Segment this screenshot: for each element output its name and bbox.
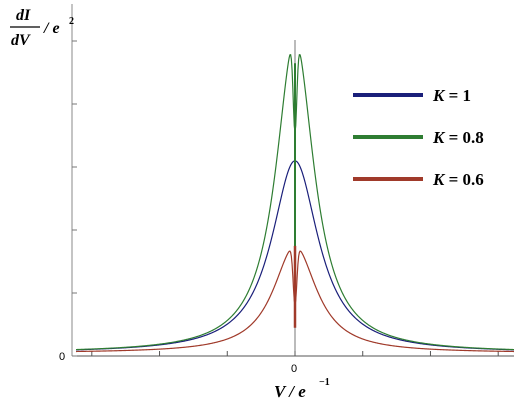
axis-ticks	[72, 40, 499, 357]
legend-label-k06: K = 0.6	[432, 170, 484, 189]
curves	[75, 53, 514, 353]
legend-label-k1: K = 1	[432, 86, 471, 105]
ylabel-tail: / e	[43, 20, 60, 37]
ylabel-denominator: dV	[11, 32, 31, 49]
xlabel-main: V / e	[274, 382, 306, 401]
ylabel-superscript: 2	[69, 16, 74, 27]
legend-label-k08: K = 0.8	[432, 128, 484, 147]
xtick-zero-label: 0	[291, 363, 297, 375]
legend: K = 1 K = 0.8 K = 0.6	[353, 86, 484, 189]
ylabel-numerator: dI	[16, 7, 31, 24]
xlabel-superscript: −1	[319, 377, 330, 388]
ytick-zero-label: 0	[59, 351, 65, 363]
